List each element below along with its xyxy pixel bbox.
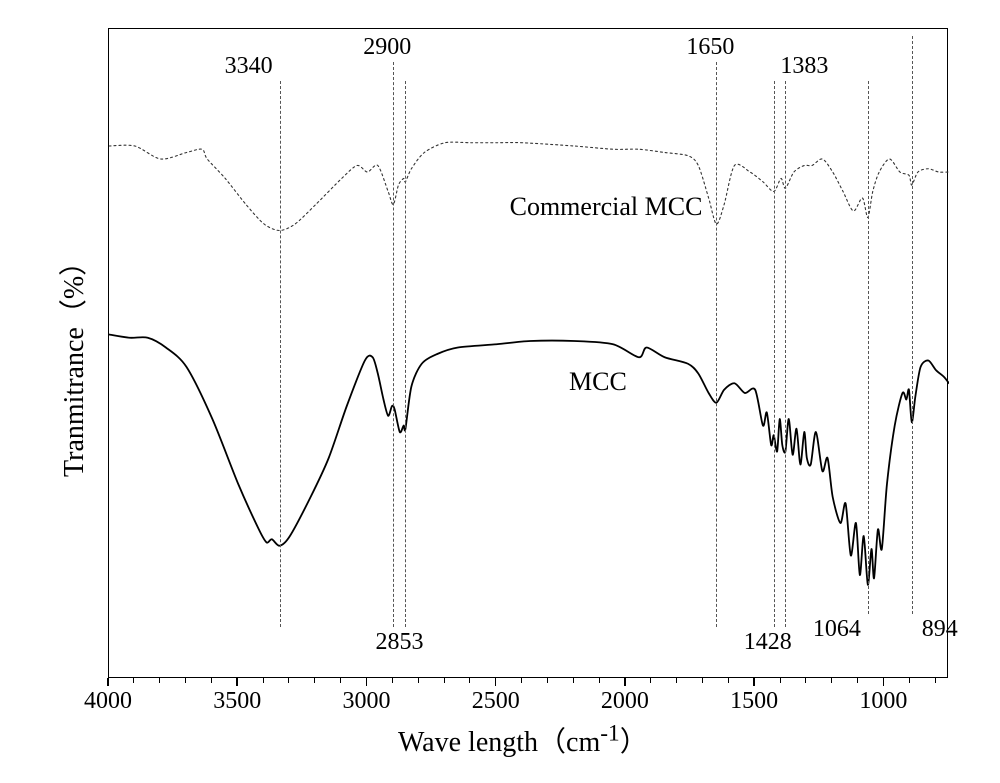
x-tick-label: 4000 bbox=[84, 688, 132, 715]
x-tick-mark bbox=[366, 678, 368, 686]
x-minor-tick bbox=[392, 678, 393, 683]
ftir-figure: 3340 2900 2853 1650 1428 1383 1064 894 Commercia… bbox=[0, 0, 1000, 783]
x-tick-mark bbox=[495, 678, 497, 686]
x-minor-tick bbox=[831, 678, 832, 683]
x-minor-tick bbox=[728, 678, 729, 683]
x-minor-tick bbox=[780, 678, 781, 683]
x-minor-tick bbox=[573, 678, 574, 683]
spectrum-mcc bbox=[109, 335, 949, 585]
x-minor-tick bbox=[444, 678, 445, 683]
x-minor-tick bbox=[857, 678, 858, 683]
peak-label-1428: 1428 bbox=[744, 629, 792, 656]
plot-area: 3340290028531650142813831064894Commercia… bbox=[108, 28, 948, 678]
series-label-commercial-mcc: Commercial MCC bbox=[510, 192, 703, 222]
peak-line-2853 bbox=[405, 81, 406, 627]
x-tick-label: 1000 bbox=[859, 688, 907, 715]
x-minor-tick bbox=[676, 678, 677, 683]
x-minor-tick bbox=[314, 678, 315, 683]
peak-line-3340 bbox=[280, 81, 281, 627]
peak-line-1428 bbox=[774, 81, 775, 627]
x-minor-tick bbox=[211, 678, 212, 683]
x-tick-mark bbox=[624, 678, 626, 686]
x-minor-tick bbox=[159, 678, 160, 683]
peak-label-3340: 3340 bbox=[225, 53, 273, 80]
peak-label-1064: 1064 bbox=[813, 616, 861, 643]
x-minor-tick bbox=[935, 678, 936, 683]
x-minor-tick bbox=[185, 678, 186, 683]
peak-line-894 bbox=[912, 36, 913, 615]
peak-line-1650 bbox=[716, 62, 717, 628]
x-minor-tick bbox=[909, 678, 910, 683]
x-minor-tick bbox=[599, 678, 600, 683]
x-axis-label: Wave length（cm-1） bbox=[398, 720, 648, 760]
spectrum-svg bbox=[109, 29, 949, 679]
x-minor-tick bbox=[288, 678, 289, 683]
peak-line-1064 bbox=[868, 81, 869, 614]
x-minor-tick bbox=[263, 678, 264, 683]
x-minor-tick bbox=[340, 678, 341, 683]
x-tick-label: 2000 bbox=[601, 688, 649, 715]
x-tick-mark bbox=[107, 678, 109, 686]
series-label-mcc: MCC bbox=[569, 367, 627, 397]
peak-line-2900 bbox=[393, 62, 394, 628]
x-axis-label-sup: -1 bbox=[600, 721, 619, 747]
x-minor-tick bbox=[805, 678, 806, 683]
x-minor-tick bbox=[418, 678, 419, 683]
x-minor-tick bbox=[521, 678, 522, 683]
x-tick-label: 3500 bbox=[213, 688, 261, 715]
peak-line-1383 bbox=[785, 81, 786, 627]
x-axis-label-text: Wave length（cm bbox=[398, 727, 600, 758]
x-minor-tick bbox=[133, 678, 134, 683]
x-tick-label: 3000 bbox=[342, 688, 390, 715]
x-minor-tick bbox=[650, 678, 651, 683]
x-minor-tick bbox=[547, 678, 548, 683]
x-minor-tick bbox=[702, 678, 703, 683]
peak-label-2900: 2900 bbox=[363, 34, 411, 61]
x-tick-mark bbox=[883, 678, 885, 686]
x-minor-tick bbox=[469, 678, 470, 683]
peak-label-1383: 1383 bbox=[780, 53, 828, 80]
peak-label-1650: 1650 bbox=[686, 34, 734, 61]
peak-label-2853: 2853 bbox=[375, 629, 423, 656]
peak-label-894: 894 bbox=[922, 616, 958, 643]
x-tick-mark bbox=[753, 678, 755, 686]
x-tick-label: 2500 bbox=[472, 688, 520, 715]
y-axis-label: Tranmitrance（%） bbox=[52, 247, 92, 476]
x-axis-label-suffix: ） bbox=[620, 727, 648, 758]
x-tick-mark bbox=[236, 678, 238, 686]
x-tick-label: 1500 bbox=[730, 688, 778, 715]
